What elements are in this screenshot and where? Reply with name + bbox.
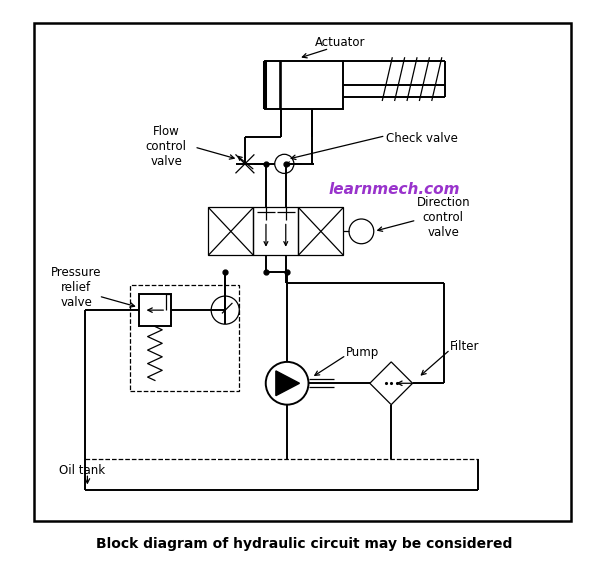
Text: Flow
control
valve: Flow control valve [146, 125, 187, 169]
Bar [139, 294, 171, 327]
Text: Oil tank: Oil tank [59, 464, 105, 477]
Bar [264, 61, 344, 109]
Bar [130, 285, 239, 391]
Text: Check valve: Check valve [385, 132, 457, 145]
Text: Direction
control
valve: Direction control valve [416, 196, 470, 239]
Polygon shape [276, 371, 300, 396]
Bar [299, 208, 344, 255]
Circle shape [266, 362, 308, 404]
Text: Filter: Filter [451, 340, 480, 353]
Bar [254, 208, 299, 255]
Bar [209, 208, 254, 255]
Text: Actuator: Actuator [316, 37, 366, 50]
Bar [34, 23, 572, 521]
Text: Pressure
relief
valve: Pressure relief valve [51, 266, 102, 309]
Text: Pump: Pump [346, 346, 379, 359]
Text: learnmech.com: learnmech.com [328, 182, 460, 197]
Text: Block diagram of hydraulic circuit may be considered: Block diagram of hydraulic circuit may b… [96, 536, 512, 550]
